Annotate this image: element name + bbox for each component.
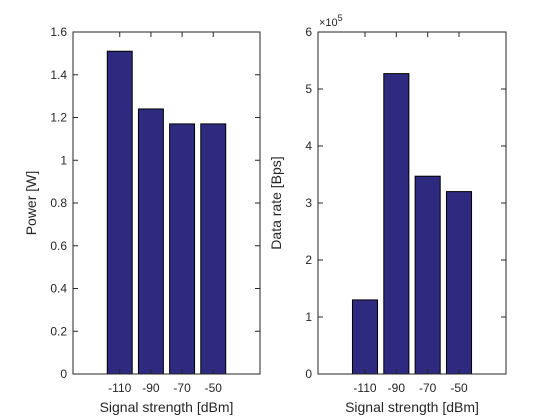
power-bar--90 — [137, 108, 164, 375]
datarate-bar--70 — [414, 175, 441, 375]
power-y-axis-label: Power [W] — [23, 171, 39, 236]
power-x-axis-label: Signal strength [dBm] — [100, 399, 234, 415]
power-bar--50 — [200, 123, 227, 375]
power-x-tick-label: -70 — [173, 381, 191, 395]
power-x-tick-label: -110 — [108, 381, 131, 395]
datarate-y-exponent-base: ×10 — [319, 17, 338, 29]
datarate-y-tick-label: 3 — [305, 196, 312, 210]
datarate-bar--110 — [351, 299, 379, 375]
datarate-x-tick-label: -110 — [353, 381, 376, 395]
datarate-y-tick-label: 1 — [305, 310, 312, 324]
power-y-tick-label: 1.6 — [50, 25, 67, 39]
power-y-tick-label: 0.2 — [50, 324, 67, 338]
datarate-x-tick-label: -70 — [419, 381, 437, 395]
power-y-tick-label: 1.4 — [50, 68, 67, 82]
datarate-y-tick-label: 4 — [305, 139, 312, 153]
power-bar--70 — [169, 123, 196, 375]
power-x-tick-label: -50 — [205, 381, 223, 395]
power-y-tick-label: 1.2 — [50, 111, 67, 125]
power-y-tick-label: 1 — [60, 153, 67, 167]
datarate-y-tick-label: 6 — [305, 25, 312, 39]
power-x-tick-label: -90 — [142, 381, 160, 395]
datarate-y-exponent-power: 5 — [338, 13, 343, 23]
power-y-tick-label: 0 — [60, 367, 67, 381]
datarate-chart: 0 1 2 3 4 5 6 -110 -90 -70 -50 Signal strength [dBm… — [268, 13, 507, 415]
datarate-x-tick-label: -90 — [388, 381, 406, 395]
datarate-x-tick-label: -50 — [450, 381, 468, 395]
datarate-y-axis-label: Data rate [Bps] — [268, 156, 284, 249]
power-bar--110 — [106, 50, 133, 375]
datarate-y-exponent: ×105 — [319, 13, 343, 29]
datarate-axes-box — [317, 31, 507, 375]
datarate-y-tick-label: 0 — [305, 367, 312, 381]
datarate-y-tick-label: 2 — [305, 253, 312, 267]
power-y-tick-label: 0.4 — [50, 282, 67, 296]
power-y-tick-label: 0.6 — [50, 239, 67, 253]
datarate-bar--50 — [445, 191, 473, 375]
power-axes-box — [72, 31, 261, 375]
datarate-bar--90 — [383, 73, 410, 375]
power-y-tick-label: 0.8 — [50, 196, 67, 210]
datarate-y-tick-label: 5 — [305, 82, 312, 96]
power-chart: 0 0.2 0.4 0.6 0.8 1 1.2 1.4 1.6 -110 -90 -70 -50 Sign… — [23, 25, 261, 415]
datarate-x-axis-label: Signal strength [dBm] — [345, 399, 479, 415]
